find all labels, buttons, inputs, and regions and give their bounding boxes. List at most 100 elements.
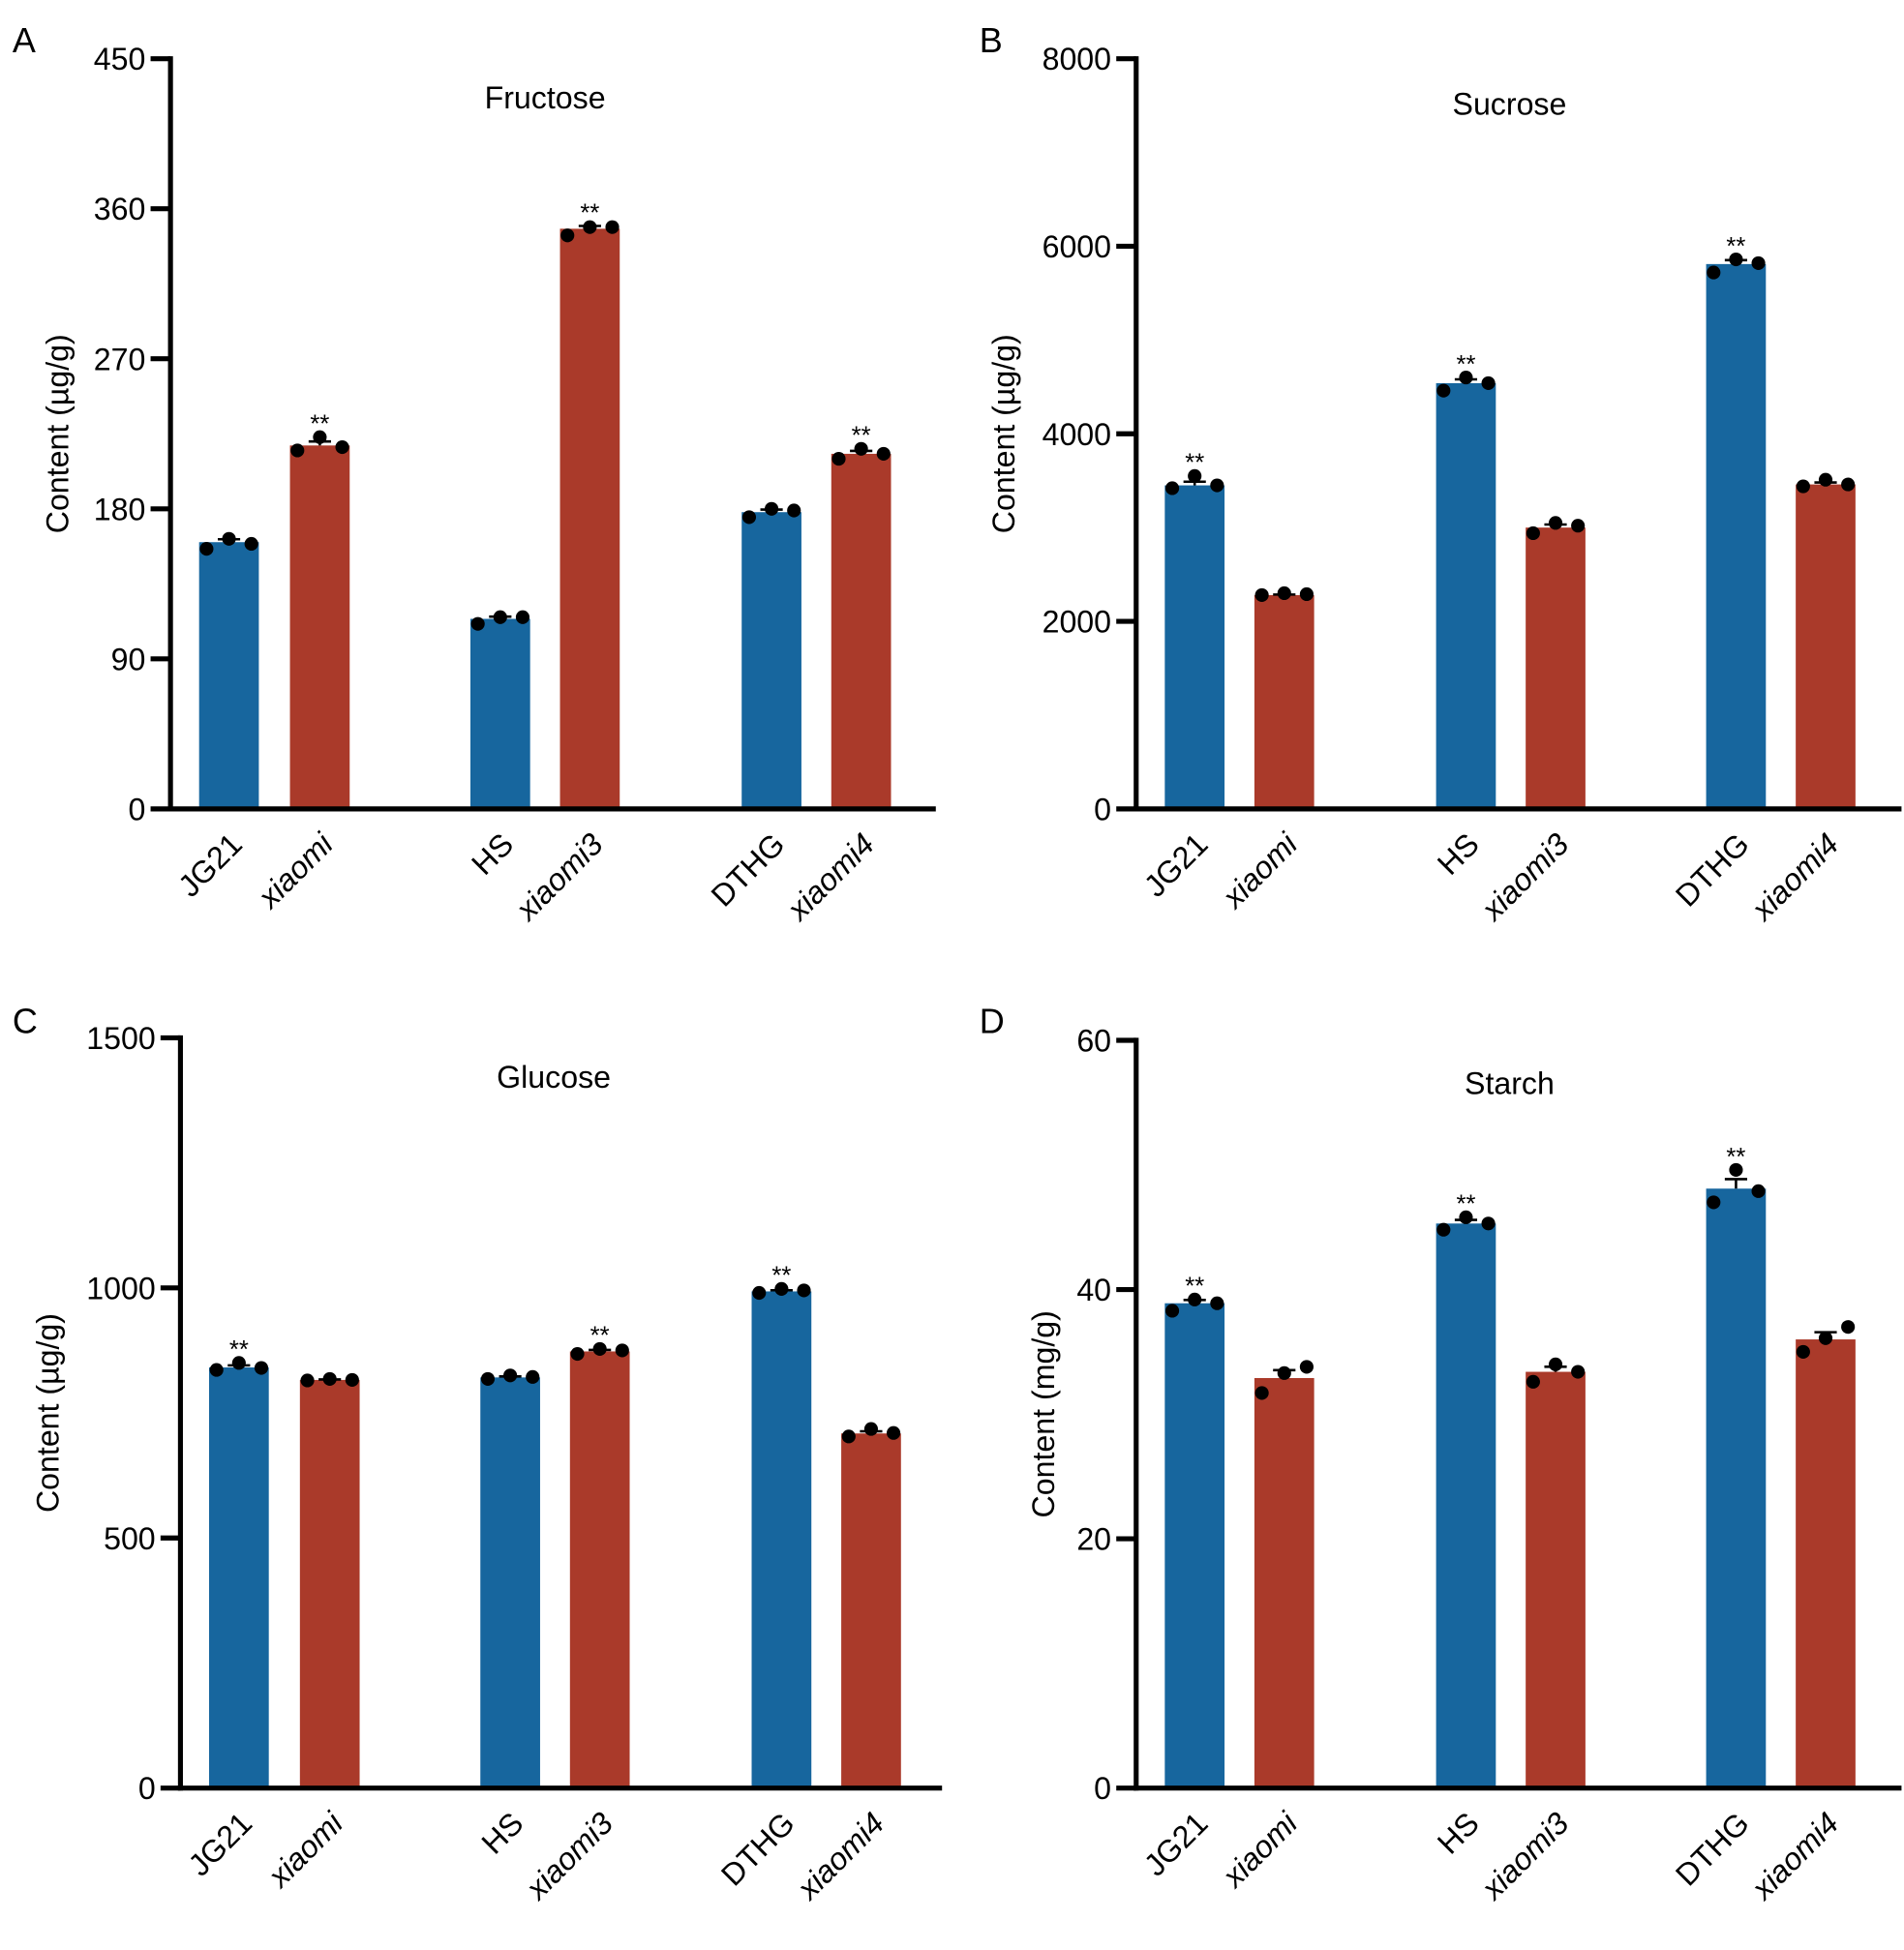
panel-b-ytick-label: 8000: [1043, 42, 1111, 76]
panel-d-xtick-label: xiaomi: [1215, 1805, 1305, 1895]
panel-d-point: [1481, 1216, 1496, 1231]
panel-b-point: [1436, 383, 1451, 398]
panel-c-bar-xiaomi4: [841, 1433, 901, 1788]
panel-b-point: [1459, 371, 1473, 385]
panel-b-ytick-label: 0: [1094, 792, 1111, 826]
panel-c-point: [570, 1346, 585, 1362]
panel-b-point: [1481, 375, 1496, 390]
panel-c-point: [752, 1285, 767, 1301]
panel-d-point: [1751, 1184, 1766, 1198]
panel-c-point: [322, 1371, 337, 1386]
panel-d-xtick-label: xiaomi4: [1743, 1806, 1845, 1907]
panel-c-significance: **: [590, 1323, 610, 1350]
panel-b-ylabel: Content (µg/g): [986, 334, 1021, 533]
panel-d-point: [1571, 1365, 1586, 1379]
panel-d-title: Starch: [1465, 1065, 1555, 1100]
panel-d-xtick-label: DTHG: [1669, 1806, 1756, 1893]
panel-a-title: Fructose: [485, 80, 606, 115]
panel-b-point: [1164, 481, 1180, 495]
panel-a-significance: **: [310, 411, 329, 438]
panel-a-significance: **: [852, 423, 871, 450]
panel-a-xtick-label: xiaomi: [250, 825, 340, 915]
panel-d-point: [1299, 1360, 1314, 1374]
panel-b-point: [1188, 468, 1202, 483]
panel-c-ylabel: Content (µg/g): [30, 1313, 65, 1513]
panel-a-bar-xiaomi3: [559, 228, 620, 809]
panel-b-significance: **: [1185, 450, 1204, 477]
panel-b-point: [1707, 265, 1721, 280]
panel-b-title: Sucrose: [1453, 86, 1567, 121]
panel-b-point: [1254, 587, 1269, 603]
panel-d-xtick-label: JG21: [1137, 1806, 1215, 1883]
panel-d-letter: D: [980, 1001, 1005, 1040]
panel-a-point: [515, 610, 530, 624]
panel-d-xtick-label: xiaomi3: [1473, 1806, 1575, 1907]
panel-d-xtick-label: HS: [1431, 1806, 1486, 1861]
panel-a-significance: **: [580, 199, 599, 226]
panel-c-point: [797, 1283, 811, 1298]
panel-d-point: [1729, 1162, 1743, 1177]
panel-c-ytick-label: 1000: [86, 1271, 155, 1305]
panel-d-point: [1796, 1344, 1810, 1360]
panel-b-bar-HS: [1436, 382, 1496, 809]
panel-d-point: [1548, 1357, 1563, 1371]
panel-a-ylabel: Content (µg/g): [41, 334, 76, 533]
panel-c-point: [254, 1361, 269, 1375]
panel-a-point: [290, 443, 305, 458]
panel-a-point: [583, 220, 597, 234]
panel-b-point: [1571, 519, 1586, 533]
panel-b-bar-xiaomi: [1254, 594, 1315, 809]
panel-b-point: [1818, 472, 1833, 487]
panel-d-bar-xiaomi4: [1796, 1339, 1856, 1788]
panel-a-ytick-label: 270: [94, 342, 146, 376]
panel-a-xtick-label: JG21: [171, 826, 249, 904]
panel-d-bar-xiaomi: [1254, 1377, 1315, 1788]
panel-b-point: [1548, 516, 1563, 530]
panel-c-xtick-label: xiaomi: [260, 1805, 350, 1895]
panel-d-point: [1210, 1296, 1224, 1310]
panel-c-letter: C: [13, 1001, 38, 1040]
panel-d-bar-xiaomi3: [1526, 1371, 1586, 1788]
panel-b-bar-JG21: [1164, 485, 1225, 809]
panel-a-point: [765, 501, 779, 516]
panel-b-point: [1277, 585, 1291, 601]
panel-d-point: [1277, 1365, 1291, 1380]
panel-d-significance: **: [1456, 1191, 1475, 1218]
panel-c-bar-HS: [480, 1377, 540, 1788]
panel-c-xtick-label: xiaomi4: [789, 1806, 891, 1907]
panel-a-point: [222, 531, 236, 546]
panel-a-point: [560, 228, 575, 243]
panel-c-point: [774, 1281, 789, 1296]
panel-b-xtick-label: xiaomi3: [1473, 826, 1575, 928]
panel-d-point: [1707, 1195, 1721, 1210]
panel-a-point: [787, 503, 801, 518]
panel-c-point: [615, 1343, 629, 1358]
panel-c-point: [526, 1369, 540, 1384]
panel-c-bar-JG21: [208, 1367, 269, 1788]
panel-b-ytick-label: 6000: [1043, 229, 1111, 264]
panel-a-point: [493, 610, 507, 624]
panel-d-point: [1818, 1331, 1833, 1345]
panel-a-bar-xiaomi4: [831, 453, 892, 809]
panel-b-xtick-label: HS: [1431, 826, 1486, 882]
panel-b-xtick-label: DTHG: [1669, 826, 1756, 914]
panel-b-significance: **: [1726, 233, 1745, 260]
panel-a-point: [313, 430, 327, 444]
panel-a-ytick-label: 0: [129, 792, 146, 826]
panel-a-ytick-label: 90: [111, 642, 146, 676]
panel-d-point: [1841, 1320, 1856, 1335]
panel-b-letter: B: [980, 20, 1003, 60]
panel-c-bar-DTHG: [751, 1291, 812, 1788]
panel-d-significance: **: [1726, 1144, 1745, 1171]
panel-d-point: [1526, 1374, 1540, 1389]
panel-c-xtick-label: DTHG: [714, 1806, 801, 1893]
panel-a-bar-xiaomi: [289, 445, 350, 809]
panel-b-ytick-label: 4000: [1043, 417, 1111, 452]
panel-d-point: [1188, 1292, 1202, 1306]
panel-a-point: [244, 536, 258, 552]
panel-c-bar-xiaomi: [299, 1379, 360, 1788]
panel-a-point: [335, 439, 349, 455]
panel-a-xtick-label: xiaomi4: [779, 826, 881, 928]
panel-a-point: [470, 616, 485, 631]
